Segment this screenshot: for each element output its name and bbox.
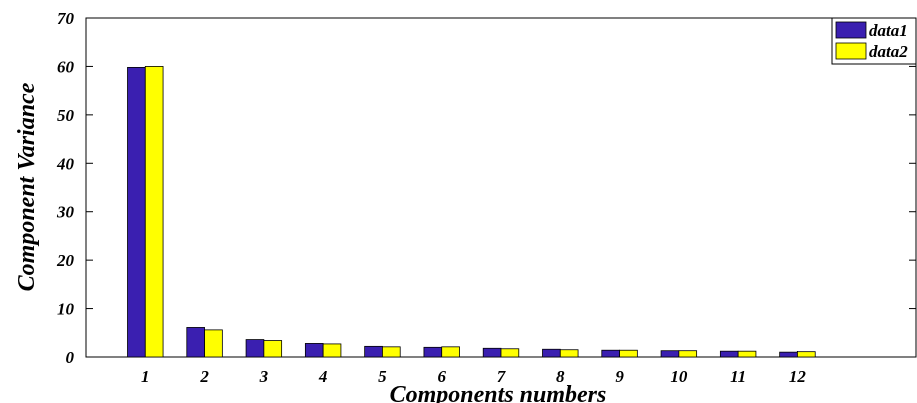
- bar-data1: [779, 351, 798, 358]
- bar-data2: [619, 349, 638, 358]
- x-tick-label: 11: [730, 367, 746, 386]
- y-tick-label: 30: [56, 203, 75, 222]
- y-tick-label: 10: [57, 300, 75, 319]
- y-tick-label: 50: [57, 106, 75, 125]
- y-tick-label: 0: [66, 348, 75, 367]
- bar-data1: [186, 327, 205, 358]
- bar-data2: [678, 350, 698, 358]
- bar-data2: [322, 343, 342, 358]
- bar-data1: [127, 66, 146, 358]
- bar-data2: [797, 351, 816, 358]
- x-tick-label: 1: [141, 367, 150, 386]
- y-tick-label: 20: [56, 251, 75, 270]
- x-tick-label: 5: [378, 367, 387, 386]
- bar-data1: [364, 345, 383, 358]
- bar-data2: [500, 348, 520, 358]
- bar-data1: [719, 350, 739, 358]
- x-tick-label: 9: [615, 367, 624, 386]
- x-tick-label: 3: [259, 367, 269, 386]
- y-tick-label: 60: [57, 57, 75, 76]
- y-tick-label: 40: [56, 154, 75, 173]
- bar-data2: [441, 346, 460, 358]
- y-axis-label: Component Variance: [14, 82, 40, 291]
- bar-data1: [542, 348, 561, 358]
- bar-data2: [144, 66, 164, 358]
- x-tick-label: 7: [497, 367, 507, 386]
- x-tick-label: 10: [670, 367, 688, 386]
- x-axis-label: Components numbers: [390, 382, 607, 403]
- x-tick-label: 2: [199, 367, 209, 386]
- legend-swatch-data2: [835, 42, 867, 60]
- bar-data1: [423, 346, 443, 358]
- bar-data2: [382, 346, 401, 358]
- bar-data2: [204, 329, 223, 358]
- axes-box: [85, 17, 917, 358]
- bar-data1: [245, 339, 265, 358]
- legend-swatch-data1: [835, 21, 867, 39]
- bar-data2: [263, 340, 283, 358]
- bar-data1: [482, 347, 502, 358]
- x-tick-label: 12: [789, 367, 807, 386]
- bar-data2: [559, 349, 579, 358]
- legend-label-data1: data1: [869, 21, 908, 40]
- x-tick-label: 4: [318, 367, 328, 386]
- legend-label-data2: data2: [869, 42, 908, 61]
- bar-data1: [601, 349, 620, 358]
- bar-data2: [737, 350, 757, 358]
- x-tick-label: 6: [437, 367, 446, 386]
- bar-data1: [304, 343, 324, 358]
- bar-data1: [660, 350, 680, 358]
- y-tick-label: 70: [57, 9, 75, 28]
- x-tick-label: 8: [556, 367, 565, 386]
